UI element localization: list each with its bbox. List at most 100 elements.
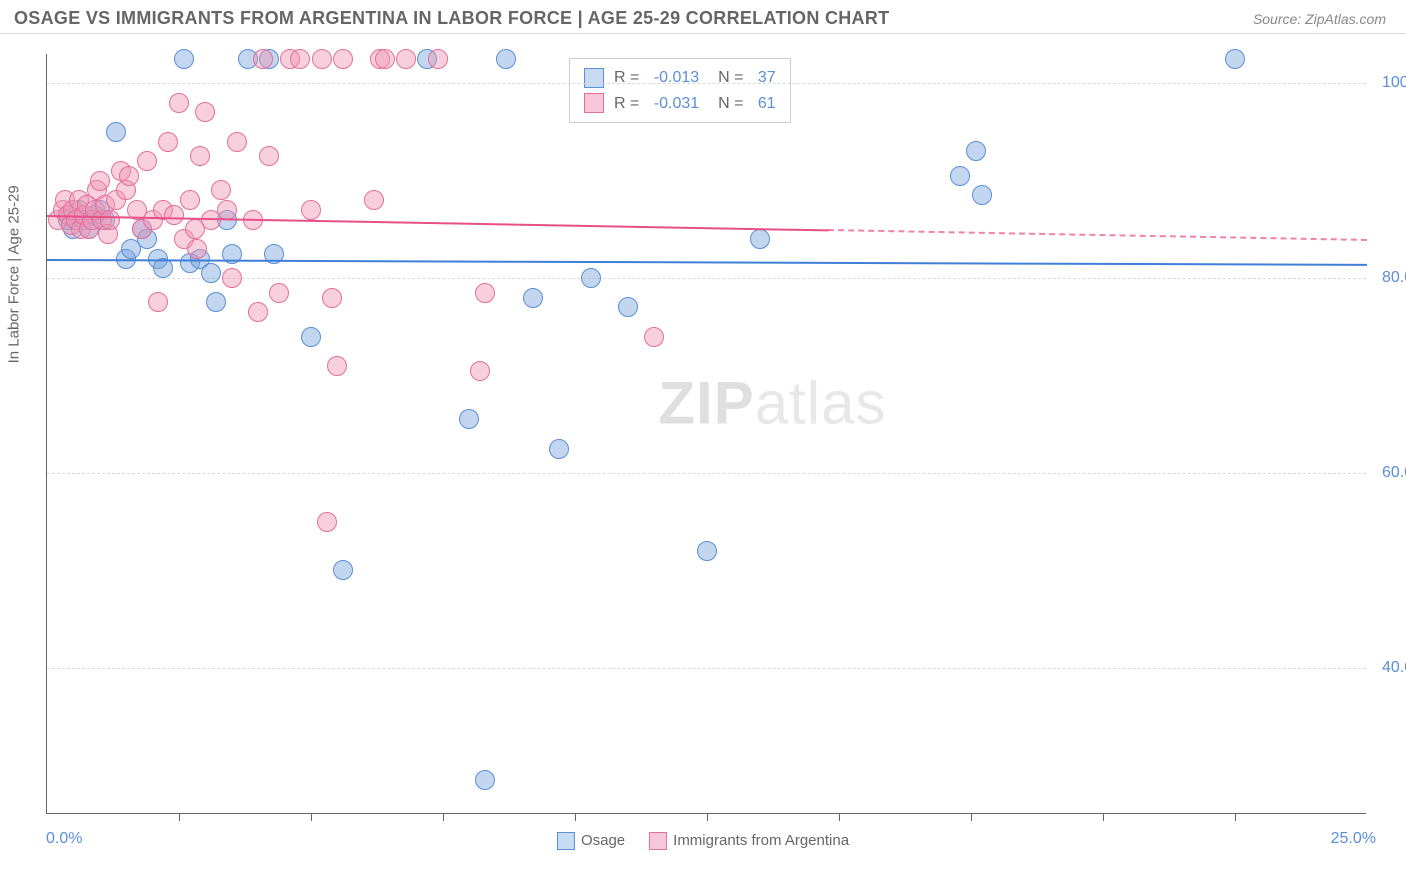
gridline-h — [47, 83, 1366, 84]
data-point — [269, 283, 289, 303]
data-point — [100, 210, 120, 230]
data-point — [227, 132, 247, 152]
data-point — [190, 146, 210, 166]
data-point — [972, 185, 992, 205]
legend-bottom: Osage Immigrants from Argentina — [557, 832, 849, 850]
data-point — [523, 288, 543, 308]
x-axis-min-label: 0.0% — [46, 830, 82, 848]
y-tick-label: 80.0% — [1376, 269, 1406, 287]
data-point — [475, 770, 495, 790]
watermark: ZIPatlas — [658, 369, 886, 438]
data-point — [750, 229, 770, 249]
data-point — [259, 146, 279, 166]
data-point — [222, 268, 242, 288]
stats-n-value: 37 — [758, 65, 776, 91]
data-point — [581, 268, 601, 288]
plot-area: ZIPatlas R = -0.013 N = 37R = -0.031 N =… — [46, 54, 1366, 814]
data-point — [253, 49, 273, 69]
x-tick — [1235, 813, 1236, 821]
stats-r-label: R = — [614, 65, 644, 91]
x-tick — [443, 813, 444, 821]
data-point — [211, 180, 231, 200]
stats-row: R = -0.013 N = 37 — [584, 65, 776, 91]
stats-r-value: -0.013 — [654, 65, 699, 91]
trend-line — [47, 215, 828, 231]
data-point — [322, 288, 342, 308]
legend-label: Immigrants from Argentina — [673, 832, 849, 849]
stats-n-label: N = — [709, 91, 748, 117]
stats-swatch — [584, 93, 604, 113]
data-point — [180, 190, 200, 210]
data-point — [327, 356, 347, 376]
data-point — [459, 409, 479, 429]
data-point — [475, 283, 495, 303]
watermark-bold: ZIP — [658, 370, 754, 437]
data-point — [697, 541, 717, 561]
trend-line-dashed — [828, 229, 1367, 241]
data-point — [169, 93, 189, 113]
data-point — [317, 512, 337, 532]
x-tick — [311, 813, 312, 821]
legend-swatch — [557, 832, 575, 850]
chart-header: OSAGE VS IMMIGRANTS FROM ARGENTINA IN LA… — [0, 0, 1406, 34]
data-point — [333, 560, 353, 580]
x-axis-max-label: 25.0% — [1331, 830, 1376, 848]
trend-line — [47, 259, 1367, 266]
data-point — [106, 122, 126, 142]
gridline-h — [47, 668, 1366, 669]
stats-n-value: 61 — [758, 91, 776, 117]
gridline-h — [47, 278, 1366, 279]
data-point — [375, 49, 395, 69]
data-point — [618, 297, 638, 317]
data-point — [470, 361, 490, 381]
data-point — [164, 205, 184, 225]
x-tick — [575, 813, 576, 821]
data-point — [217, 200, 237, 220]
x-tick — [1103, 813, 1104, 821]
data-point — [119, 166, 139, 186]
legend-label: Osage — [581, 832, 625, 849]
data-point — [206, 292, 226, 312]
y-tick-label: 40.0% — [1376, 659, 1406, 677]
data-point — [966, 141, 986, 161]
stats-r-label: R = — [614, 91, 644, 117]
y-tick-label: 100.0% — [1376, 74, 1406, 92]
data-point — [195, 102, 215, 122]
y-tick-label: 60.0% — [1376, 464, 1406, 482]
data-point — [137, 151, 157, 171]
y-axis-title: In Labor Force | Age 25-29 — [6, 185, 23, 363]
data-point — [290, 49, 310, 69]
stats-n-label: N = — [709, 65, 748, 91]
data-point — [428, 49, 448, 69]
data-point — [301, 200, 321, 220]
stats-swatch — [584, 68, 604, 88]
data-point — [950, 166, 970, 186]
x-tick — [179, 813, 180, 821]
data-point — [174, 49, 194, 69]
data-point — [1225, 49, 1245, 69]
data-point — [90, 171, 110, 191]
stats-r-value: -0.031 — [654, 91, 699, 117]
data-point — [333, 49, 353, 69]
data-point — [158, 132, 178, 152]
data-point — [312, 49, 332, 69]
legend-swatch — [649, 832, 667, 850]
legend-item: Osage — [557, 832, 625, 850]
gridline-h — [47, 473, 1366, 474]
chart-container: In Labor Force | Age 25-29 ZIPatlas R = … — [0, 34, 1406, 854]
x-tick — [839, 813, 840, 821]
data-point — [496, 49, 516, 69]
x-tick — [707, 813, 708, 821]
stats-box: R = -0.013 N = 37R = -0.031 N = 61 — [569, 58, 791, 123]
data-point — [301, 327, 321, 347]
data-point — [148, 292, 168, 312]
data-point — [187, 239, 207, 259]
data-point — [201, 263, 221, 283]
chart-title: OSAGE VS IMMIGRANTS FROM ARGENTINA IN LA… — [14, 8, 889, 29]
data-point — [248, 302, 268, 322]
data-point — [549, 439, 569, 459]
data-point — [396, 49, 416, 69]
chart-source: Source: ZipAtlas.com — [1253, 11, 1386, 27]
x-tick — [971, 813, 972, 821]
legend-item: Immigrants from Argentina — [649, 832, 849, 850]
